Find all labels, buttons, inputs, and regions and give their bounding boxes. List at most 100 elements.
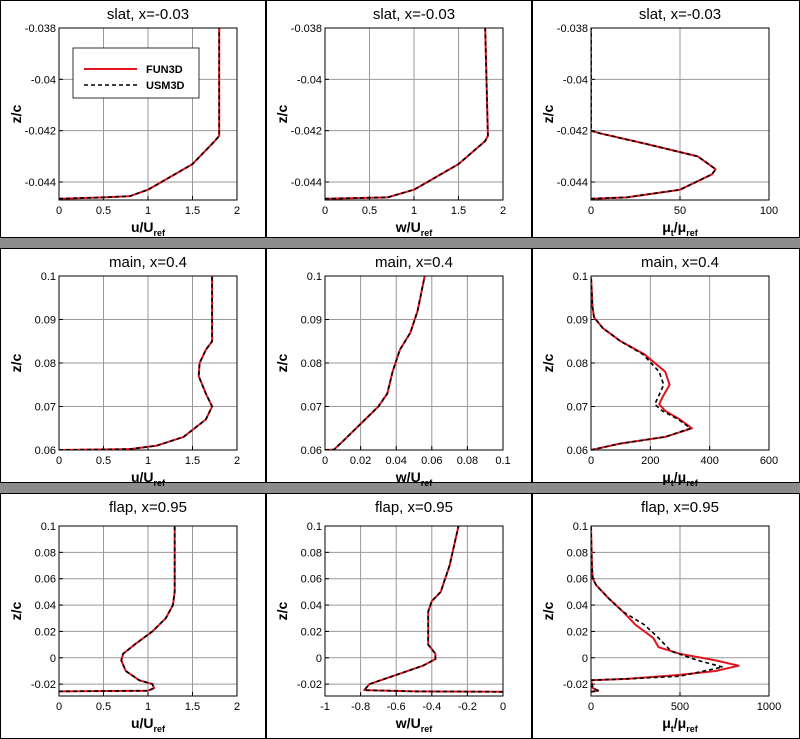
x-tick-label: 0 [588, 701, 594, 713]
y-tick-label: 0.06 [35, 445, 56, 457]
y-tick-label: -0.038 [25, 23, 56, 35]
y-tick-label: 0.1 [307, 521, 322, 533]
x-tick-label: -0.8 [351, 701, 370, 713]
y-tick-label: 0.08 [35, 547, 56, 559]
x-label-text: μ [662, 715, 671, 731]
y-tick-label: 0.06 [301, 445, 322, 457]
subplot-7: 0 0.5 1 1.5 2-0.0200.020.040.060.080.1flap, … [0, 493, 266, 739]
x-label-text: /μ [674, 219, 686, 235]
x-tick-label: -0.4 [422, 701, 441, 713]
y-tick-label: 0 [50, 653, 56, 665]
subplot-title: flap, x=0.95 [109, 499, 187, 516]
subplot-title: main, x=0.4 [641, 254, 719, 271]
x-tick-label: 0 [56, 455, 62, 467]
x-label-text: u/U [131, 715, 154, 731]
x-axis-label: w/Uref​ [395, 469, 433, 488]
y-tick-label: 0.08 [301, 547, 322, 559]
subplot-title: main, x=0.4 [109, 254, 187, 271]
y-tick-label: 0.02 [301, 626, 322, 638]
x-label-subscript: ref [686, 724, 699, 734]
x-label-text: w/U [395, 219, 421, 235]
x-tick-label: 400 [700, 455, 718, 467]
x-tick-label: 0.02 [350, 455, 371, 467]
y-tick-label: 0.08 [35, 358, 56, 370]
x-tick-label: -0.2 [458, 701, 477, 713]
plot-axes-box [590, 275, 770, 451]
x-tick-label: 0 [322, 205, 328, 217]
y-tick-label: 0.1 [307, 271, 322, 283]
y-tick-label: 0.06 [35, 574, 56, 586]
x-axis-label: μt​/μref​ [662, 469, 699, 488]
plot-axes-box [324, 275, 504, 451]
x-axis-label: u/Uref​ [131, 219, 166, 238]
x-tick-label: 0 [588, 205, 594, 217]
x-tick-label: 0.08 [457, 455, 478, 467]
y-tick-label: 0.04 [567, 600, 588, 612]
y-tick-label: 0.06 [567, 445, 588, 457]
subplot-title: slat, x=-0.03 [639, 6, 721, 23]
subplot-title: flap, x=0.95 [641, 499, 719, 516]
x-tick-label: 0 [56, 701, 62, 713]
y-tick-label: 0.1 [41, 521, 56, 533]
series-line-usm3d [591, 28, 717, 200]
x-axis-label: w/Uref​ [395, 715, 433, 734]
x-tick-label: -1 [320, 701, 330, 713]
panel-frame [532, 493, 800, 739]
y-tick-label: 0.07 [567, 402, 588, 414]
y-tick-label: 0.07 [301, 402, 322, 414]
y-tick-label: -0.02 [297, 679, 322, 691]
x-tick-label: 2 [234, 701, 240, 713]
x-tick-label: 50 [674, 205, 686, 217]
x-tick-label: 0 [500, 701, 506, 713]
y-tick-label: 0.09 [567, 315, 588, 327]
y-axis-label: z/c [8, 353, 24, 372]
y-tick-label: -0.038 [557, 23, 588, 35]
series-line-usm3d [591, 276, 692, 450]
x-tick-label: 200 [641, 455, 659, 467]
x-label-subscript: ref [154, 724, 167, 734]
x-tick-label: 0.1 [495, 455, 510, 467]
y-tick-label: 0.06 [301, 574, 322, 586]
series-line-fun3d [59, 526, 176, 693]
x-axis-label: w/Uref​ [395, 219, 433, 238]
x-label-text: μ [662, 469, 671, 485]
plot-axes-box [58, 525, 238, 697]
x-label-text: w/U [395, 469, 421, 485]
x-tick-label: 500 [671, 701, 689, 713]
x-tick-label: 0.04 [385, 455, 406, 467]
x-tick-label: 2 [500, 205, 506, 217]
plot-axes-box [58, 27, 238, 201]
y-tick-label: 0.1 [573, 521, 588, 533]
series-line-usm3d [363, 526, 503, 693]
x-label-text: u/U [131, 219, 154, 235]
x-label-subscript: ref [154, 228, 167, 238]
x-tick-label: 1 [411, 205, 417, 217]
panel-frame [266, 248, 532, 483]
x-label-text: u/U [131, 469, 154, 485]
subplot-title: slat, x=-0.03 [107, 6, 189, 23]
y-tick-label: 0.1 [41, 271, 56, 283]
x-tick-label: 0.5 [362, 205, 377, 217]
legend-label: FUN3D [146, 64, 183, 76]
legend-label: USM3D [146, 80, 185, 92]
x-label-subscript: ref [686, 478, 699, 488]
y-axis-label: z/c [540, 104, 556, 123]
x-axis-label: u/Uref​ [131, 469, 166, 488]
y-tick-label: 0.08 [567, 547, 588, 559]
plot-axes-box [590, 525, 770, 697]
x-label-subscript: ref [421, 228, 434, 238]
y-tick-label: 0.04 [301, 600, 322, 612]
subplot-title: flap, x=0.95 [375, 499, 453, 516]
y-axis-label: z/c [274, 104, 290, 123]
y-axis-label: z/c [8, 104, 24, 123]
subplot-6: 0 200 400 600 0.06 0.07 0.08 0.09 0.1 main, x=0.4… [532, 248, 800, 488]
x-label-subscript: t [671, 478, 674, 488]
plot-axes-box [58, 275, 238, 451]
y-tick-label: -0.044 [291, 177, 322, 189]
subplot-title: main, x=0.4 [375, 254, 453, 271]
y-tick-label: 0.08 [567, 358, 588, 370]
panel-frame [0, 248, 266, 483]
x-tick-label: 0.5 [96, 455, 111, 467]
x-tick-label: 1 [145, 205, 151, 217]
x-tick-label: 1.5 [185, 701, 200, 713]
